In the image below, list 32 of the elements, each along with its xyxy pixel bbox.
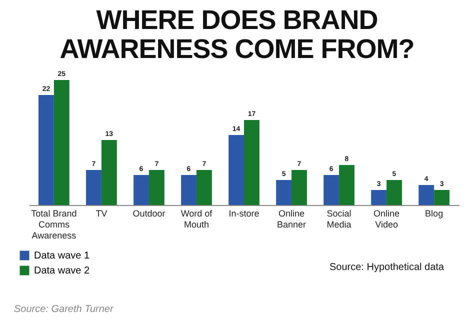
bar [228,135,244,205]
bar [276,180,292,205]
bar [101,140,117,205]
x-tick-label: Blog [425,208,444,218]
legend-label: Data wave 2 [34,266,90,276]
source-note: Source: Hypothetical data [329,262,444,273]
x-tick-label: TV [96,208,108,218]
bar [86,170,102,205]
bar [434,190,450,205]
x-tick-label: Online Video [374,208,400,230]
bar [324,175,340,205]
legend-label: Data wave 1 [34,250,90,262]
bar [244,120,260,205]
x-tick-label: Word of Mouth [180,208,213,230]
bar [134,175,149,205]
bar [54,80,70,205]
bar [386,180,402,205]
bar [196,170,212,205]
bar [38,95,54,205]
bar [181,175,196,205]
source-note: Source: Gareth Turner [14,304,114,315]
chart-title: WHERE DOES BRAND AWARENESS COME FROM? [58,5,416,64]
x-tick-label: Outdoor [132,208,166,218]
x-tick-label: Total Brand Comms Awareness [31,208,77,240]
x-tick-label: In-store [228,208,260,218]
bar [339,165,354,205]
bar [371,190,387,205]
bar [148,170,164,205]
x-tick-label: Social Media [326,208,352,230]
bar [292,170,307,205]
bar [418,185,434,205]
x-tick-label: Online Banner [277,208,306,230]
